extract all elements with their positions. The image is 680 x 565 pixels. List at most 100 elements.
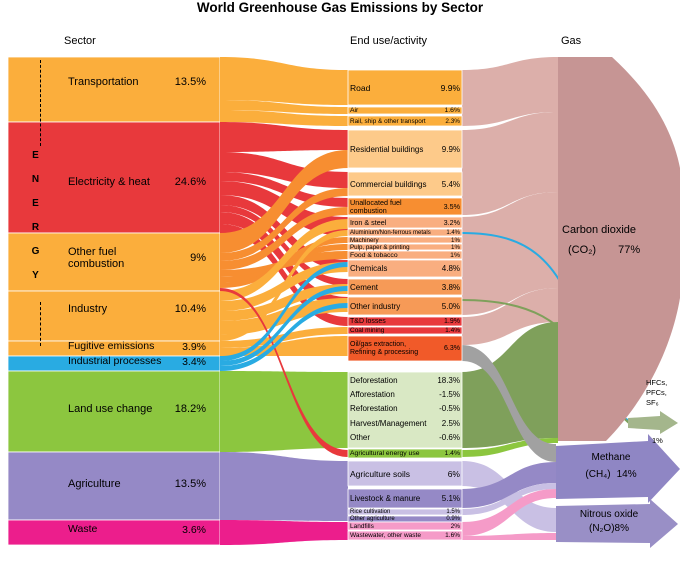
enduse-value: 1.6% [445,532,460,539]
enduse-label: Food & tobacco [350,251,398,259]
box-pulp [347,243,463,251]
enduse-value: 0.9% [446,516,460,522]
flow-landfills-methane [462,489,556,536]
enduse-air: Air 1.6% [350,107,460,114]
sector-industrial-processes: Industrial processes 3.4% [68,356,206,368]
box-wastewater [347,530,463,541]
enduse-value: 1.4% [444,450,461,457]
enduse-other-agriculture: Other agriculture 0.9% [350,516,460,522]
sector-waste: Waste 3.6% [68,524,206,536]
flow-rice-methane [462,483,556,515]
band-other-fuel [7,232,221,292]
flow-indproc-other-industry [220,303,348,371]
box-other-industry [347,296,463,316]
enduse-label: Livestock & manure [350,494,421,503]
enduse-value: 5.1% [441,494,460,503]
flow-fossil-methane [462,345,556,462]
box-ag-energy [347,448,463,459]
row-label: Other [350,433,371,443]
enduse-label: Air [350,107,359,114]
gas-formula: (CO₂) [568,244,597,256]
enduse-value: 9.9% [440,82,460,93]
gas-node-co2 [558,57,680,441]
flow-landuse-co2 [462,322,558,448]
gas-value: 14% [616,469,637,480]
sector-industry: Industry 10.4% [68,303,206,315]
box-unallocated [347,197,463,216]
enduse-label: T&D losses [350,318,386,325]
enduse-label: Unallocated fuel combustion [350,197,402,215]
gas-name: Methane [591,452,631,463]
gas-value: 77% [618,244,641,256]
enduse-residential: Residential buildings 9.9% [350,130,460,168]
flow-elec-chemicals [220,195,348,270]
box-livestock [347,488,463,509]
flow-elec-commercial [220,152,348,188]
sector-value: 13.5% [174,76,206,89]
sector-fugitive: Fugitive emissions 3.9% [68,341,206,353]
box-rail [347,115,463,127]
enduse-wastewater: Wastewater, other waste 1.6% [350,531,460,540]
enduse-label: Landfills [350,522,374,530]
box-road [347,69,463,106]
box-land-use-group [347,371,463,449]
flow-industry-iron-steel [220,219,348,301]
enduse-label: Aluminium/Non-ferrous metals [350,229,431,236]
flow-elec-residential [220,122,348,152]
enduse-label: Other agriculture [350,516,395,522]
enduse-ag-energy: Agricultural energy use 1.4% [350,449,460,458]
gas-name: HFCs, PFCs, SF₆ [646,378,668,407]
row-value: 2.5% [441,418,460,428]
flow-indproc-cement [220,286,348,366]
energy-bracket-bottom [40,302,41,346]
flow-agriculture-enduses [220,452,348,521]
page-title: World Greenhouse Gas Emissions by Sector [196,0,484,15]
flow-transport-road [220,57,348,105]
enduse-label: Machinery [350,236,379,244]
enduse-value: 6% [447,468,460,479]
enduse-cement: Cement 3.8% [350,279,460,295]
energy-bracket-top [40,60,41,146]
sector-value: 9% [190,252,206,265]
sector-value: 3.9% [182,341,206,353]
enduse-value: 3.8% [441,282,460,292]
enduse-value: 1% [450,251,460,259]
row-value: -0.6% [439,433,460,443]
enduse-unallocated: Unallocated fuel combustion 3.5% [350,198,460,215]
enduse-label: Oil/gas extraction, Refining & processin… [350,341,419,356]
enduse-ag-soils: Agriculture soils 6% [350,461,460,486]
sector-other-fuel: Other fuel combustion 9% [68,246,206,270]
enduse-label: Chemicals [350,264,388,273]
sector-value: 13.5% [174,478,206,491]
band-land-use [7,370,221,453]
band-electricity-heat [7,121,221,234]
enduse-coal-mining: Coal mining 1.4% [350,327,460,334]
enduse-value: 2.3% [445,117,460,125]
sector-land-use: Land use change 18.2% [68,403,206,415]
enduse-landfills: Landfills 2% [350,522,460,530]
land-use-rows: Deforestation 18.3% Afforestation -1.5% Re… [350,373,460,445]
enduse-value: 1.6% [444,107,461,114]
box-air [347,106,463,115]
enduse-chemicals: Chemicals 4.8% [350,260,460,277]
column-header-sector: Sector [64,35,96,47]
enduse-label: Cement [350,282,379,292]
gas-co2-label: Carbon dioxide (CO₂) 77% [562,224,674,256]
enduse-label: Residential buildings [350,144,424,154]
energy-group-label: ENERGY [30,150,41,294]
gas-name: Carbon dioxide [562,224,636,236]
gas-node-methane [556,434,680,503]
band-agriculture [7,451,221,521]
row-value: 18.3% [437,375,460,385]
flow-transport-air [220,100,348,114]
land-use-row-other: Other -0.6% [350,433,460,442]
band-industry [7,290,221,342]
enduse-value: 3.5% [443,202,460,211]
box-machinery [347,236,463,244]
sector-electricity-heat: Electricity & heat 24.6% [68,176,206,188]
enduse-commercial: Commercial buildings 5.4% [350,172,460,196]
enduse-value: 6.3% [444,345,460,352]
box-residential [347,129,463,169]
